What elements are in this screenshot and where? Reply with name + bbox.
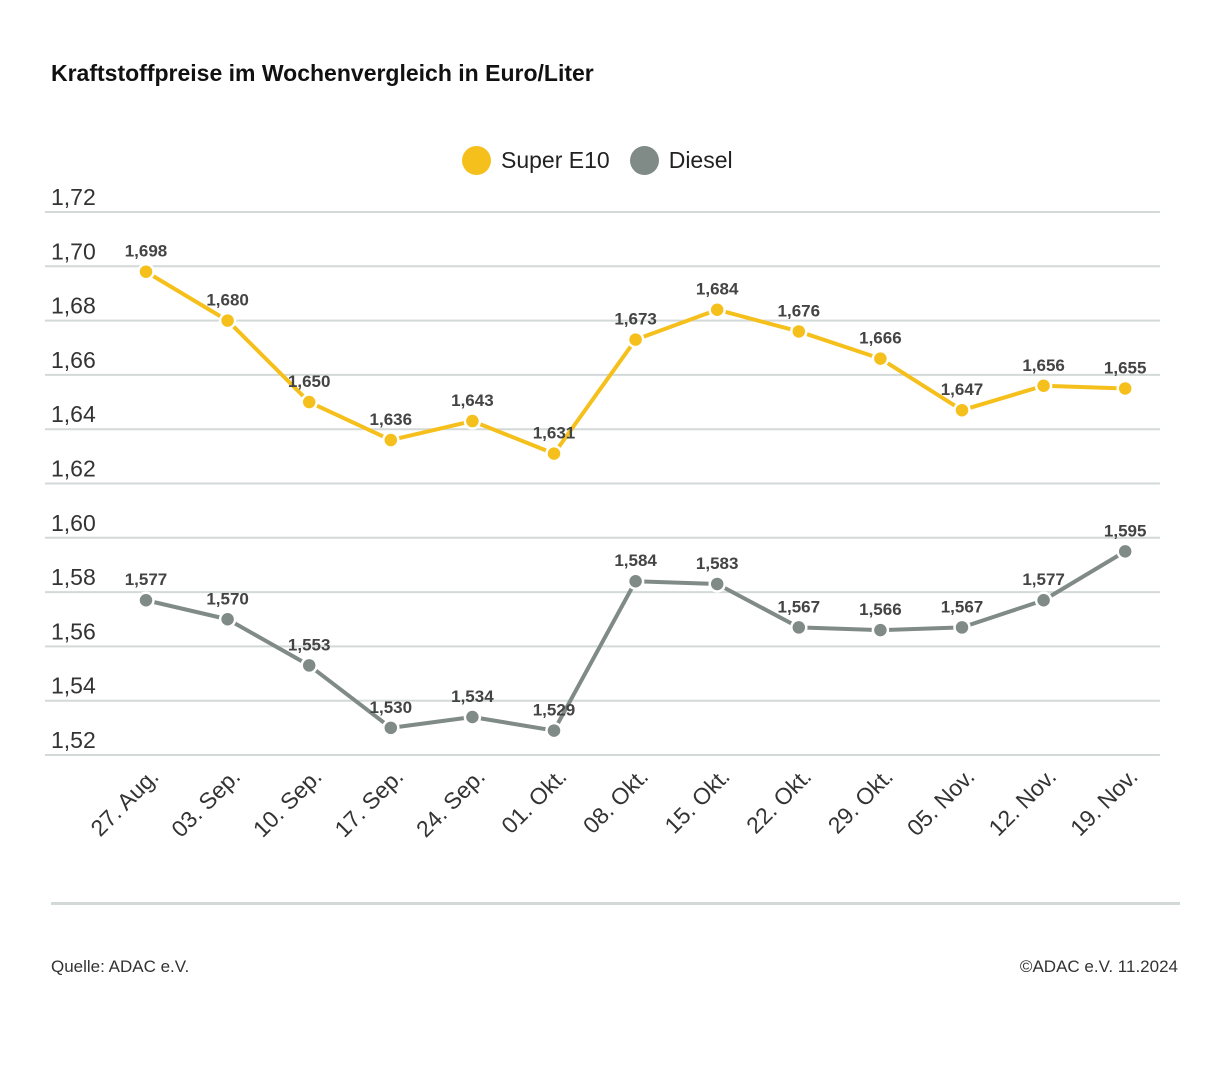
bottom-divider bbox=[51, 902, 1180, 905]
legend-label-super: Super E10 bbox=[501, 147, 610, 173]
data-label-diesel: 1,534 bbox=[451, 687, 494, 706]
data-label-diesel: 1,584 bbox=[614, 551, 657, 570]
data-label-super: 1,666 bbox=[859, 329, 902, 348]
y-tick-label: 1,56 bbox=[51, 618, 96, 644]
data-label-super: 1,656 bbox=[1022, 356, 1065, 375]
data-label-diesel: 1,577 bbox=[125, 570, 168, 589]
data-point-diesel bbox=[1034, 591, 1053, 609]
x-tick-label: 17. Sep. bbox=[329, 763, 408, 842]
data-point-diesel bbox=[708, 575, 726, 593]
legend-swatch-diesel bbox=[629, 146, 659, 175]
x-tick-label: 29. Okt. bbox=[823, 763, 898, 838]
x-tick-label: 03. Sep. bbox=[166, 763, 245, 842]
x-tick-label: 10. Sep. bbox=[248, 763, 327, 842]
data-label-super: 1,684 bbox=[696, 280, 739, 299]
y-tick-label: 1,68 bbox=[51, 293, 96, 319]
data-label-diesel: 1,530 bbox=[370, 698, 413, 717]
data-point-super bbox=[626, 330, 645, 349]
x-tick-label: 05. Nov. bbox=[902, 763, 980, 841]
data-label-diesel: 1,583 bbox=[696, 554, 739, 573]
data-point-super bbox=[137, 262, 155, 281]
data-label-diesel: 1,529 bbox=[533, 701, 576, 720]
data-label-super: 1,631 bbox=[533, 424, 576, 443]
data-point-super bbox=[382, 431, 400, 449]
data-label-diesel: 1,595 bbox=[1104, 521, 1147, 540]
data-label-diesel: 1,553 bbox=[288, 635, 331, 654]
y-tick-label: 1,60 bbox=[51, 510, 96, 536]
y-tick-label: 1,52 bbox=[51, 727, 96, 753]
y-tick-label: 1,62 bbox=[51, 456, 96, 482]
y-tick-label: 1,64 bbox=[51, 401, 96, 427]
data-point-super bbox=[545, 444, 563, 463]
data-point-diesel bbox=[626, 572, 645, 590]
y-tick-label: 1,70 bbox=[51, 238, 96, 264]
data-point-super bbox=[463, 412, 482, 430]
x-tick-label: 15. Okt. bbox=[659, 763, 734, 838]
data-point-diesel bbox=[382, 719, 400, 737]
data-point-super bbox=[790, 322, 808, 341]
x-tick-label: 08. Okt. bbox=[578, 763, 653, 838]
data-point-super bbox=[300, 393, 318, 411]
data-label-diesel: 1,567 bbox=[941, 597, 984, 616]
data-label-diesel: 1,567 bbox=[778, 597, 821, 616]
data-point-diesel bbox=[463, 708, 482, 726]
data-label-super: 1,698 bbox=[125, 242, 168, 261]
chart-title: Kraftstoffpreise im Wochenvergleich in E… bbox=[51, 60, 594, 86]
data-label-super: 1,650 bbox=[288, 372, 331, 391]
data-point-diesel bbox=[300, 656, 318, 675]
x-tick-label: 12. Nov. bbox=[983, 763, 1061, 841]
data-point-diesel bbox=[137, 591, 155, 609]
legend-item-super: Super E10 bbox=[462, 146, 610, 175]
data-label-super: 1,636 bbox=[370, 410, 413, 429]
data-point-super bbox=[708, 300, 726, 319]
x-tick-label: 24. Sep. bbox=[411, 763, 490, 842]
x-tick-label: 19. Nov. bbox=[1065, 763, 1143, 841]
y-tick-label: 1,58 bbox=[51, 564, 96, 590]
data-point-super bbox=[871, 349, 890, 368]
copyright-note: ©ADAC e.V. 11.2024 bbox=[1019, 957, 1178, 976]
data-point-diesel bbox=[545, 721, 563, 740]
data-label-diesel: 1,570 bbox=[206, 589, 249, 608]
series-line-super bbox=[144, 269, 1128, 456]
chart-legend: Super E10 Diesel bbox=[462, 146, 743, 175]
data-label-super: 1,676 bbox=[778, 301, 821, 320]
legend-label-diesel: Diesel bbox=[668, 147, 733, 173]
x-tick-label: 01. Okt. bbox=[496, 763, 571, 838]
data-label-diesel: 1,577 bbox=[1022, 570, 1065, 589]
y-tick-label: 1,66 bbox=[51, 347, 96, 373]
data-point-diesel bbox=[218, 610, 237, 628]
data-point-diesel bbox=[871, 621, 890, 639]
data-point-super bbox=[953, 401, 971, 419]
data-label-super: 1,643 bbox=[451, 391, 494, 410]
data-label-super: 1,673 bbox=[614, 310, 657, 329]
x-tick-label: 22. Okt. bbox=[741, 763, 816, 838]
legend-item-diesel: Diesel bbox=[629, 146, 733, 175]
data-label-diesel: 1,566 bbox=[859, 600, 902, 619]
data-point-diesel bbox=[790, 618, 808, 637]
data-point-diesel bbox=[1116, 542, 1134, 561]
data-point-super bbox=[1034, 377, 1053, 395]
x-tick-label: 27. Aug. bbox=[85, 763, 163, 841]
data-label-super: 1,647 bbox=[941, 380, 984, 399]
y-tick-label: 1,72 bbox=[51, 184, 96, 210]
data-point-diesel bbox=[953, 618, 971, 637]
data-label-super: 1,655 bbox=[1104, 358, 1147, 377]
legend-swatch-super bbox=[462, 146, 491, 175]
y-tick-label: 1,54 bbox=[51, 673, 96, 699]
line-chart: 1,72 1,70 1,68 1,66 1,64 1,62 1,60 1,58 1,56 1,54… bbox=[45, 184, 1160, 842]
data-point-super bbox=[218, 311, 237, 330]
data-label-super: 1,680 bbox=[206, 291, 249, 310]
source-note: Quelle: ADAC e.V. bbox=[51, 957, 190, 976]
data-point-super bbox=[1116, 379, 1134, 398]
